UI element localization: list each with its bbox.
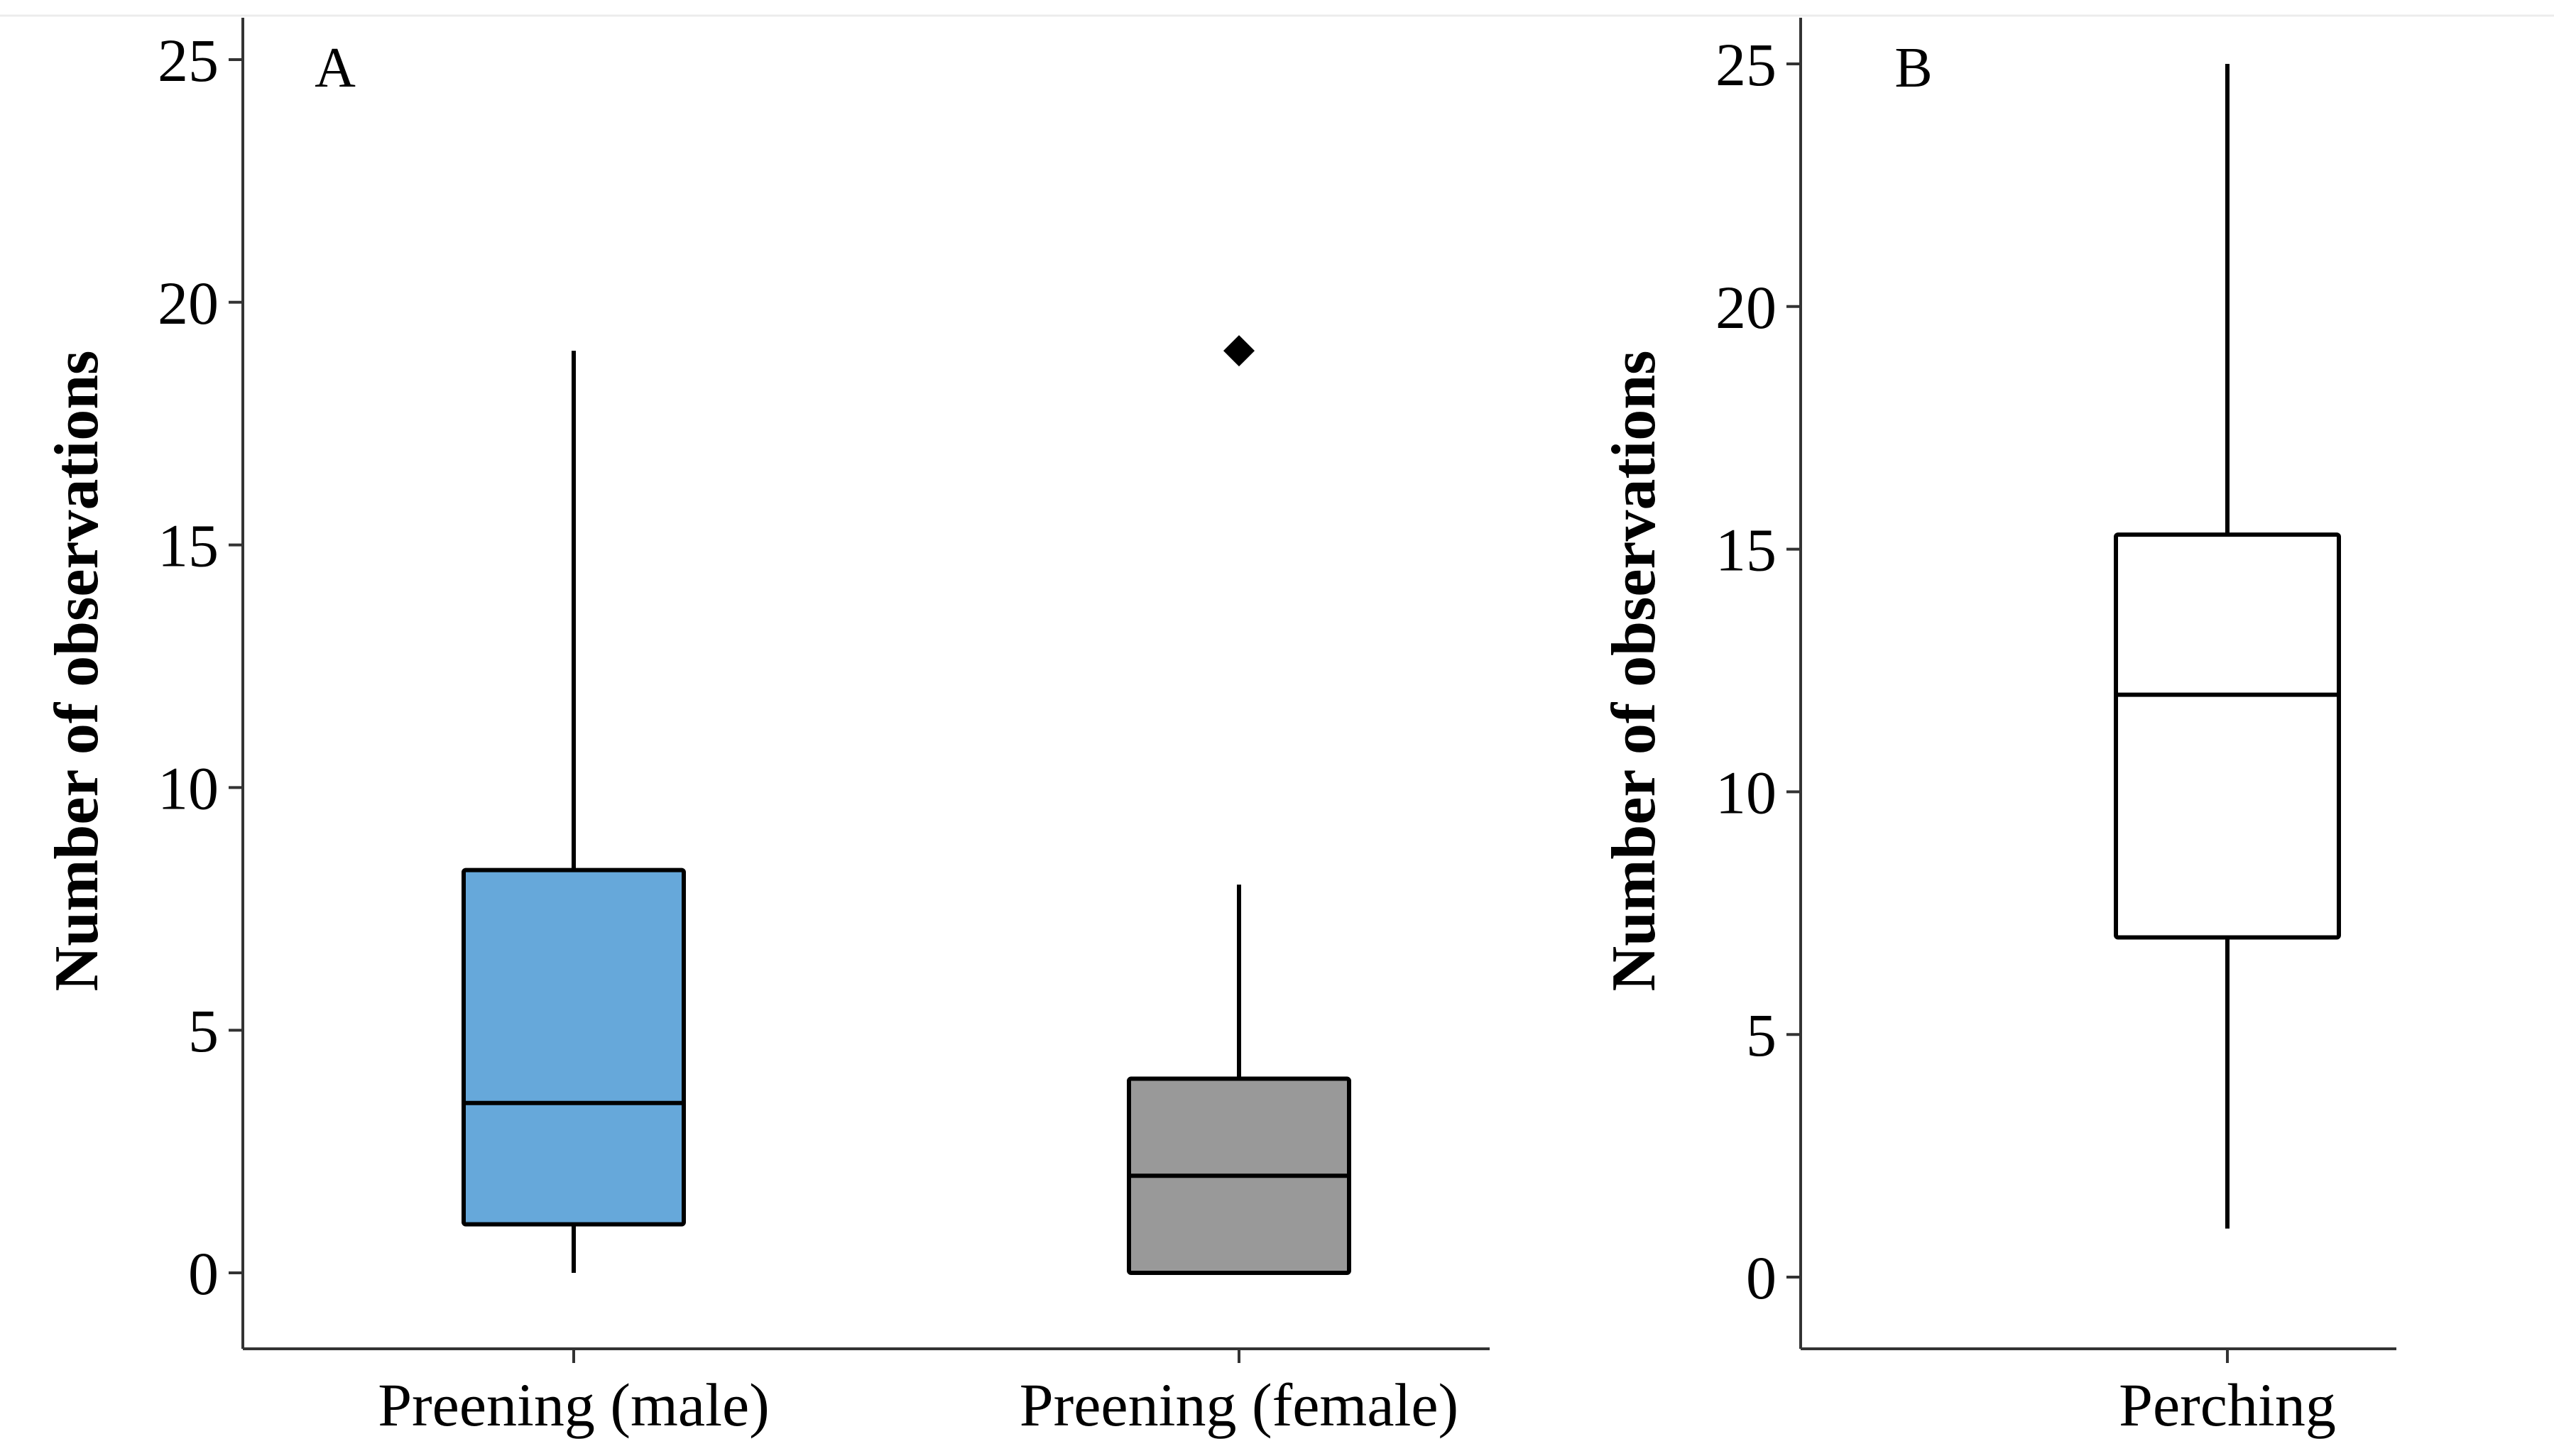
panel-b-y-tick-label: 15: [1715, 516, 1777, 584]
panel-a-y-tick-label: 0: [188, 1239, 219, 1308]
panel-a-y-tick-label: 20: [158, 269, 219, 337]
panel-b-x-ticks: Perching: [2119, 1349, 2336, 1439]
panel-b-y-tick-label: 0: [1746, 1244, 1777, 1312]
panel-a-category-label: Preening (female): [1020, 1371, 1458, 1439]
panel-b-boxes: [2114, 64, 2341, 1229]
panel-a-y-tick-label: 10: [158, 754, 219, 822]
panel-a-boxes: [462, 335, 1351, 1276]
panel-b-axes: [1799, 18, 2396, 1350]
panel-b-label: B: [1894, 37, 1932, 99]
panel-a-y-tick-label: 5: [188, 997, 219, 1065]
panel-b-y-tick-label: 25: [1715, 31, 1777, 99]
panel-a-y-tick-label: 25: [158, 26, 219, 94]
panel-a-axes: [241, 18, 1490, 1350]
panel-b: B Number of observations 0 5 10 15 20 25 Perc…: [1600, 18, 2396, 1439]
panel-b-y-axis-title: Number of observations: [1600, 351, 1669, 992]
panel-b-y-ticks: 0 5 10 15 20 25: [1715, 31, 1801, 1312]
box-iqr: [462, 867, 686, 1227]
outlier-point: [1223, 335, 1255, 367]
panel-a-y-tick-label: 15: [158, 512, 219, 580]
panel-a-category-label: Preening (male): [378, 1371, 770, 1439]
panel-a-y-ticks: 0 5 10 15 20 25: [158, 26, 243, 1308]
panel-b-y-tick-label: 20: [1715, 273, 1777, 341]
box-iqr: [2114, 532, 2341, 940]
panel-b-y-tick-label: 5: [1746, 1001, 1777, 1069]
panel-a-label: A: [315, 37, 356, 99]
panel-a-x-ticks: Preening (male) Preening (female): [378, 1349, 1458, 1439]
panel-a: A Number of observations 0 5 10 15 20 25 Pree…: [43, 18, 1490, 1439]
panel-b-y-tick-label: 10: [1715, 758, 1777, 826]
panel-b-category-label: Perching: [2119, 1371, 2336, 1439]
panel-a-y-axis-title: Number of observations: [43, 351, 111, 992]
